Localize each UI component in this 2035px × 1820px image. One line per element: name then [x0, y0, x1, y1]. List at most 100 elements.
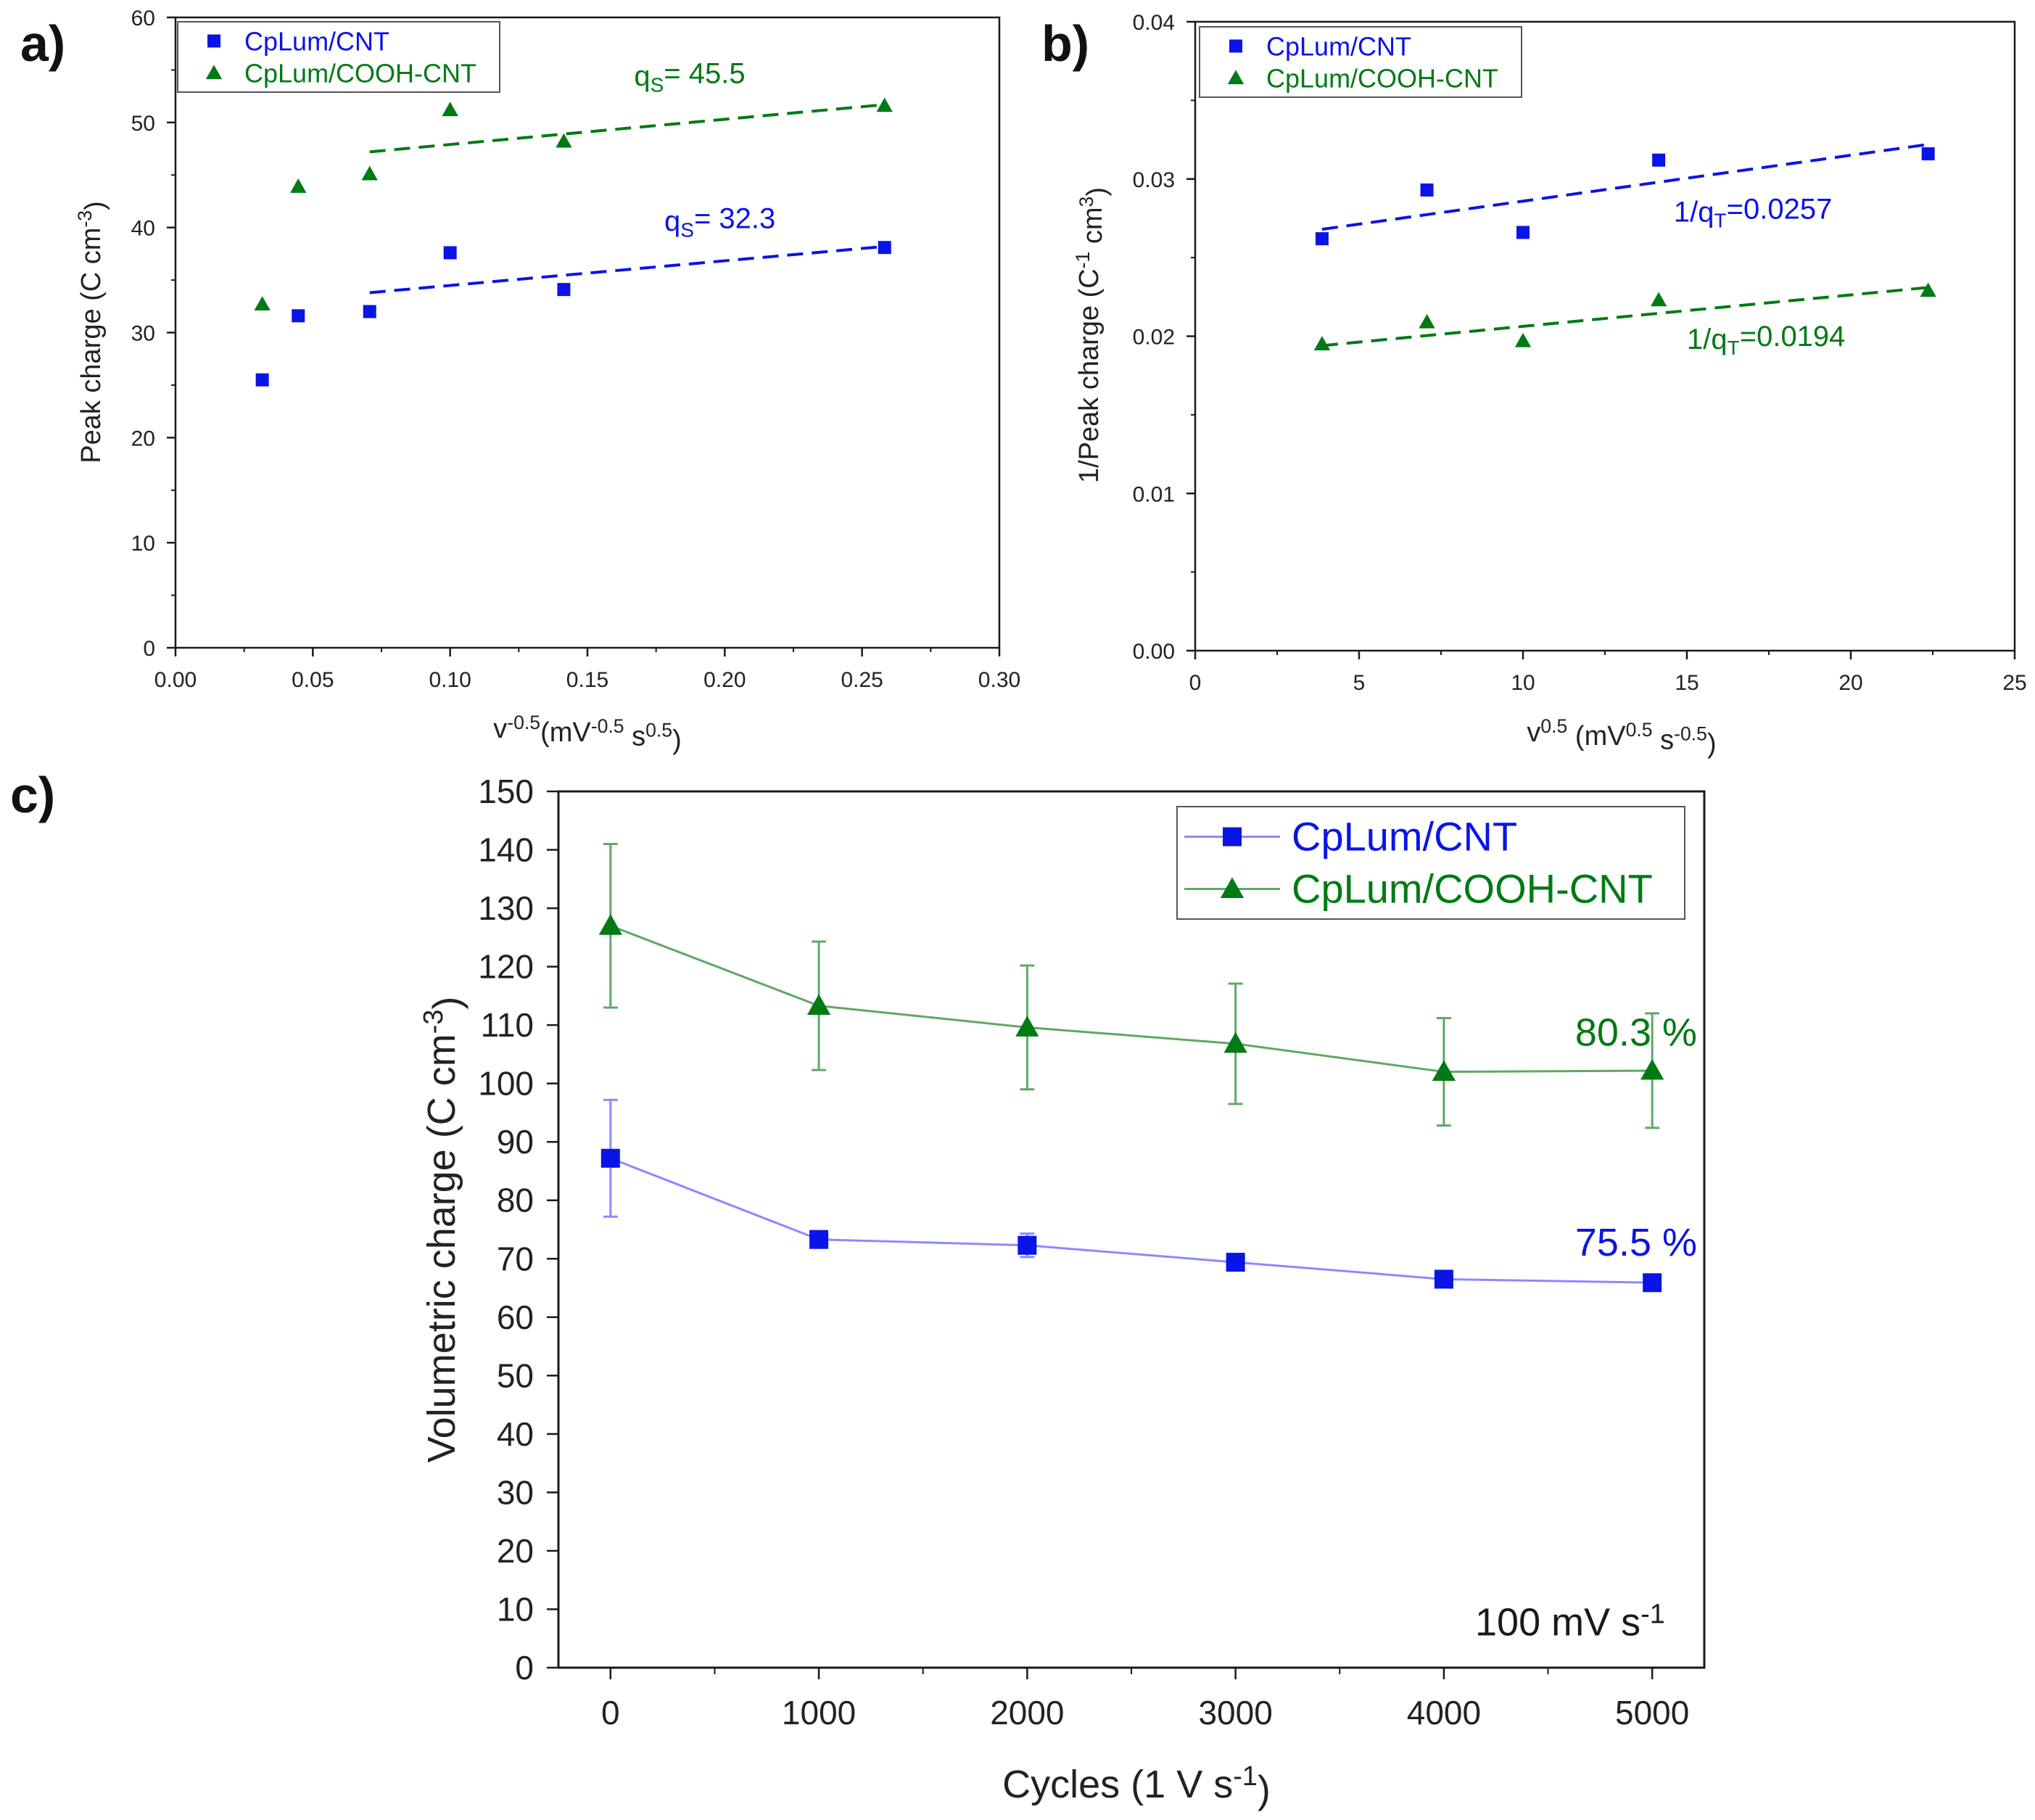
- legend-label: CpLum/COOH-CNT: [244, 59, 476, 88]
- legend-label: CpLum/CNT: [1266, 32, 1411, 62]
- data-point: [1018, 1235, 1037, 1255]
- y-tick-label-c: 90: [497, 1123, 534, 1161]
- plot-frame-c: [557, 790, 1706, 1669]
- y-tick-label-c: 150: [478, 773, 534, 810]
- y-tick-label-c: 50: [497, 1356, 534, 1394]
- data-point: [292, 309, 305, 323]
- series-line: [610, 1157, 1653, 1284]
- series-b-1: [1313, 282, 1936, 350]
- y-tick-label-b: 0.00: [1133, 640, 1175, 664]
- x-axis-label-a: v-0.5(mV-0.5 s0.5): [493, 712, 682, 755]
- y-tick-label-c: 140: [478, 831, 534, 869]
- data-point: [878, 241, 891, 255]
- data-point: [809, 1230, 829, 1249]
- fit-line: [369, 244, 885, 295]
- y-tick-label-c: 130: [478, 889, 534, 927]
- data-point: [254, 296, 271, 311]
- data-point: [1652, 153, 1666, 167]
- data-point: [1419, 313, 1435, 329]
- legend-label: CpLum/CNT: [1292, 814, 1517, 860]
- chart-b: b) 0 5 10 15 20 25 0.00 0.01 0.02 0.03 0.04 v0.5 (mV…: [1041, 11, 2027, 759]
- y-tick-label-c: 70: [497, 1240, 534, 1277]
- legend-marker: [207, 34, 220, 48]
- x-tick-label-b: 10: [1511, 671, 1535, 695]
- data-point: [1313, 336, 1331, 350]
- panel-label-c: c): [10, 767, 55, 823]
- x-axis-label-b: v0.5 (mV0.5 s-0.5): [1527, 715, 1716, 759]
- x-tick-label-c: 4000: [1407, 1694, 1481, 1732]
- plot-frame-a: [174, 16, 1001, 649]
- data-point: [1315, 232, 1329, 246]
- data-point: [363, 305, 376, 318]
- data-point: [290, 178, 307, 193]
- y-tick-label-b: 0.04: [1133, 11, 1175, 35]
- y-tick-label-a: 30: [131, 322, 155, 346]
- data-point: [1920, 282, 1936, 297]
- x-tick-label-c: 0: [601, 1694, 620, 1732]
- fit-line: [1321, 143, 1928, 231]
- y-tick-label-b: 0.02: [1133, 326, 1175, 350]
- legend-box: [177, 21, 500, 93]
- x-tick-label-c: 3000: [1198, 1694, 1272, 1732]
- data-point: [557, 283, 571, 297]
- legend-marker: [1220, 877, 1244, 898]
- series-c-1: [598, 842, 1664, 1129]
- data-point: [443, 246, 457, 260]
- y-tick-label-c: 110: [481, 1006, 534, 1044]
- series-c-0: [600, 1098, 1662, 1293]
- legend-marker: [205, 65, 223, 80]
- data-point: [600, 1148, 620, 1168]
- legend-label: CpLum/COOH-CNT: [1292, 866, 1653, 912]
- legend-box: [1199, 26, 1522, 98]
- chart-a: a) 0.00 0.05 0.10 0.15 0.20 0.25 0.30 0 10 20 30 40 5…: [20, 7, 1020, 755]
- x-tick-label-b: 0: [1189, 671, 1202, 695]
- y-axis-label-c: Volumetric charge (C cm-3): [418, 997, 468, 1463]
- y-tick-label-c: 10: [497, 1590, 534, 1628]
- data-point: [1650, 292, 1667, 307]
- y-axis-label-a: Peak charge (C cm-3): [74, 201, 110, 464]
- x-tick-label-b: 20: [1838, 671, 1862, 695]
- annotation-a: qS= 45.5: [634, 58, 745, 96]
- y-tick-label-a: 10: [131, 532, 155, 556]
- y-tick-label-c: 80: [497, 1182, 534, 1219]
- x-tick-label-b: 15: [1675, 671, 1698, 695]
- data-point: [556, 133, 572, 148]
- y-tick-label-c: 100: [478, 1065, 534, 1103]
- series-line: [610, 924, 1653, 1074]
- y-tick-label-a: 40: [131, 217, 155, 241]
- chart-c: c) 0 1000 2000 3000 4000 5000 0 10 20 30 40 50 60 70 80…: [10, 767, 1706, 1811]
- y-tick-label-c: 60: [497, 1298, 534, 1336]
- data-point: [1516, 226, 1530, 239]
- series-b-0: [1315, 143, 1935, 246]
- series-a-1: [254, 97, 893, 311]
- data-point: [876, 97, 893, 112]
- y-tick-label-b: 0.03: [1133, 168, 1175, 192]
- fit-line: [1321, 286, 1928, 347]
- data-point: [1420, 183, 1434, 197]
- annotation-b: 1/qT=0.0194: [1687, 321, 1845, 359]
- x-tick-label-a: 0.30: [978, 668, 1020, 692]
- data-point: [1432, 1060, 1456, 1082]
- legend-marker: [1229, 39, 1242, 53]
- x-tick-label-b: 5: [1353, 671, 1366, 695]
- y-tick-label-a: 50: [131, 112, 155, 136]
- data-point: [361, 165, 378, 181]
- y-tick-label-c: 20: [497, 1532, 534, 1570]
- data-point: [1015, 1016, 1039, 1037]
- panel-label-b: b): [1041, 15, 1089, 72]
- x-tick-label-a: 0.25: [841, 668, 883, 692]
- legend-marker: [1227, 70, 1244, 85]
- x-tick-label-a: 0.00: [154, 668, 197, 692]
- x-tick-label-a: 0.20: [703, 668, 746, 692]
- data-point: [1640, 1058, 1664, 1080]
- data-point: [255, 373, 269, 387]
- data-point: [1223, 1032, 1247, 1053]
- legend-marker: [1223, 827, 1242, 847]
- x-tick-label-b: 25: [2002, 671, 2026, 695]
- legend-box: [1176, 806, 1685, 920]
- annotation-b: 1/qT=0.0257: [1674, 194, 1832, 232]
- data-point: [1643, 1273, 1662, 1293]
- y-tick-label-b: 0.01: [1133, 482, 1175, 506]
- series-a-0: [255, 241, 891, 387]
